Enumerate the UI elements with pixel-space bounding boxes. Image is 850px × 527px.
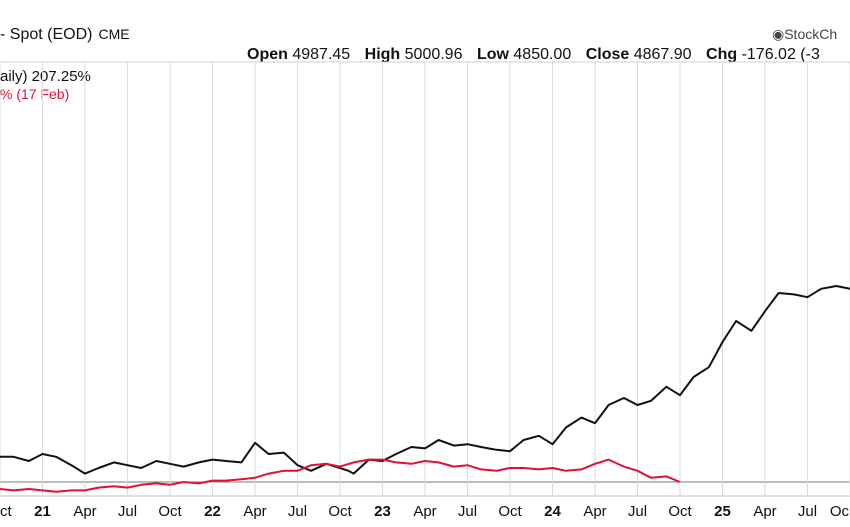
x-tick-label: Oct [498, 503, 522, 520]
x-tick-label: Jul [798, 503, 817, 520]
close-label: Close [585, 46, 630, 63]
chg-label: Chg [706, 46, 738, 63]
brand-watermark: ◉StockCh [772, 26, 838, 42]
instrument-name: - Spot (EOD) [0, 26, 93, 43]
x-tick-label: Apr [583, 503, 606, 520]
x-tick-label: Apr [73, 503, 96, 520]
close-value: 4867.90 [633, 46, 692, 63]
series-line-secondary [0, 458, 681, 493]
chart-title: - Spot (EOD) CME [0, 26, 130, 44]
grid-lines [0, 61, 850, 497]
x-tick-label: 21 [34, 503, 51, 520]
x-tick-label: 24 [544, 503, 561, 520]
x-tick-label: Jul [288, 503, 307, 520]
x-tick-label: Apr [413, 503, 436, 520]
low-label: Low [476, 46, 509, 63]
x-tick-label: Oct [328, 503, 352, 520]
x-tick-label: Oct [158, 503, 182, 520]
x-tick-label: Apr [243, 503, 266, 520]
series-lines [0, 285, 850, 493]
series-line-primary [0, 285, 850, 475]
x-tick-label: Oc [830, 503, 850, 520]
x-tick-label: Jul [628, 503, 647, 520]
open-label: Open [247, 46, 288, 63]
x-tick-label: Oct [668, 503, 692, 520]
x-tick-label: ct [0, 503, 13, 520]
x-axis-ticks: ct 21 Apr Jul Oct 22 Apr Jul Oct 23 Apr Jul Oct 24 Apr… [0, 503, 849, 520]
x-tick-label: Apr [753, 503, 776, 520]
high-value: 5000.96 [404, 46, 463, 63]
legend-primary: aily) 207.25% [0, 68, 91, 85]
exchange-label: CME [98, 26, 130, 42]
x-tick-label: 25 [714, 503, 731, 520]
high-label: High [364, 46, 401, 63]
low-value: 4850.00 [513, 46, 572, 63]
brand-text: StockCh [784, 26, 838, 42]
x-tick-label: Jul [118, 503, 137, 520]
x-tick-label: 22 [204, 503, 221, 520]
open-value: 4987.45 [292, 46, 351, 63]
x-tick-label: Jul [458, 503, 477, 520]
chg-value: -176.02 (-3 [741, 46, 820, 63]
ohlc-readout: Open 4987.45 High 5000.96 Low 4850.00 Cl… [247, 46, 820, 64]
legend-secondary: % (17 Feb) [0, 86, 70, 102]
x-tick-label: 23 [374, 503, 391, 520]
